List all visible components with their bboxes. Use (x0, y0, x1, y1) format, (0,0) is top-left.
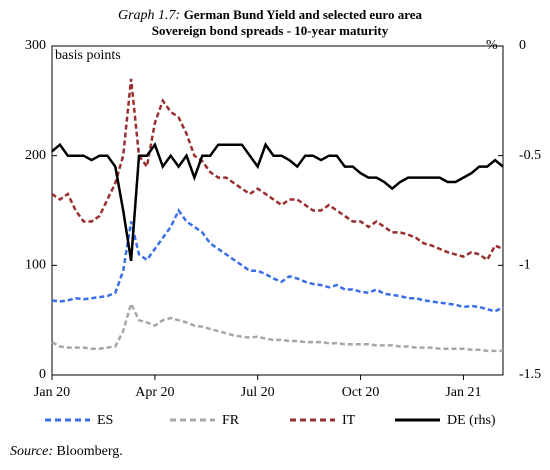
series-line (51, 142, 504, 262)
y2-tick-label: -1.5 (519, 367, 541, 382)
y-tick-label: 300 (25, 38, 46, 53)
title-line: German Bund Yield and selected euro area (184, 7, 423, 22)
legend-label: FR (222, 413, 240, 428)
source-label: Source: (10, 444, 53, 459)
x-tick-label: Oct 20 (342, 385, 380, 400)
y2-tick-label: -0.5 (519, 148, 541, 163)
series-line (51, 208, 504, 313)
legend-label: DE (rhs) (447, 413, 496, 428)
y-tick-label: 100 (25, 258, 46, 273)
y-tick-label: 0 (39, 367, 46, 382)
x-tick-label: Jan 20 (34, 385, 70, 400)
x-tick-label: Jan 21 (445, 385, 481, 400)
y2-tick-label: -1 (519, 258, 531, 273)
plot-frame (51, 45, 504, 376)
x-tick-label: Jul 20 (241, 385, 275, 400)
chart-title: Graph 1.7: German Bund Yield and selecte… (118, 7, 423, 23)
y-axis-label: basis points (55, 48, 121, 63)
series-line (51, 78, 504, 262)
y2-tick-label: 0 (519, 38, 526, 53)
x-tick-label: Apr 20 (135, 385, 174, 400)
source: Source: Bloomberg. (10, 444, 123, 459)
legend-label: IT (342, 413, 356, 428)
y-tick-label: 200 (25, 148, 46, 163)
chart-title: Sovereign bond spreads - 10-year maturit… (152, 23, 389, 38)
source-text: Bloomberg. (57, 444, 123, 459)
series-line (51, 300, 503, 353)
title-label: Graph 1.7: (118, 8, 180, 23)
legend-label: ES (97, 413, 113, 428)
